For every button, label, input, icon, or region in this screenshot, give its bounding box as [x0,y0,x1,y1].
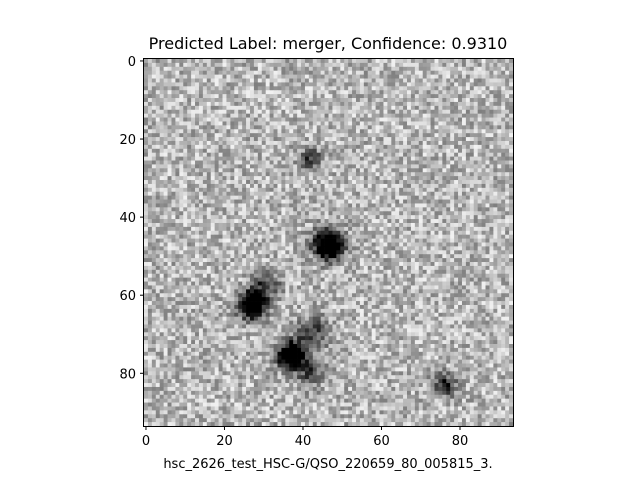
x-tick-label: 80 [452,434,469,449]
y-tick-label: 60 [119,289,136,304]
x-axis-label: hsc_2626_test_HSC-G/QSO_220659_80_005815… [163,457,492,472]
plot-title: Predicted Label: merger, Confidence: 0.9… [149,34,508,53]
x-tick-label: 60 [373,434,390,449]
y-axis: 0 20 40 60 80 [119,55,144,382]
axes-frame [143,58,514,427]
x-tick-label: 0 [142,434,150,449]
galaxy-image [144,59,514,427]
y-tick-label: 40 [119,211,136,226]
y-tick-label: 0 [128,55,136,70]
y-tick-label: 20 [119,133,136,148]
y-tick-label: 80 [119,367,136,382]
x-tick-label: 40 [295,434,312,449]
x-tick-label: 20 [216,434,233,449]
x-axis: 0 20 40 60 80 [142,426,468,449]
